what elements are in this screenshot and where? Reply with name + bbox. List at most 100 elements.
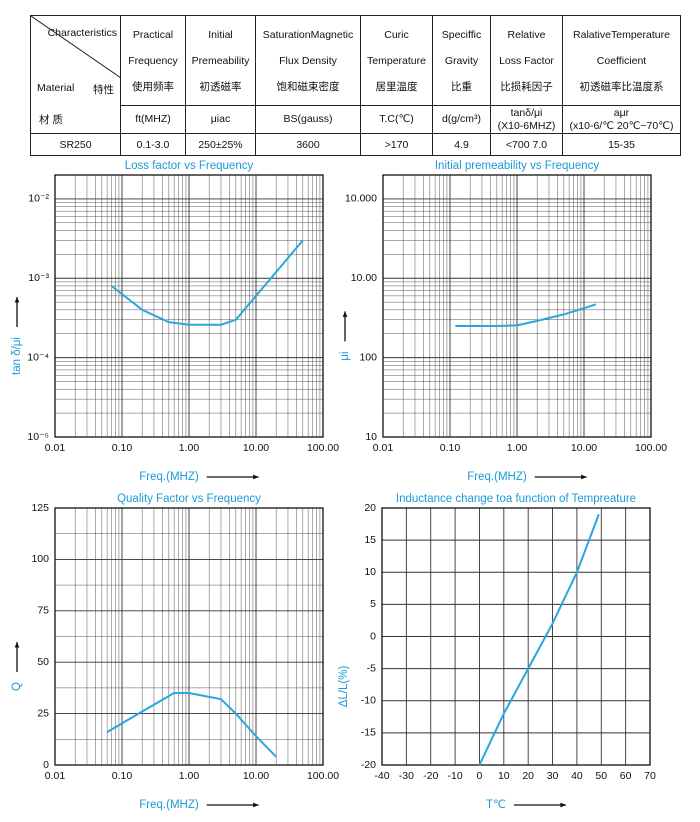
y-tick-label: 20: [364, 502, 376, 514]
header-cell: SaturationMagnetic Flux Density 饱和磁束密度: [255, 15, 361, 106]
y-tick-label: -15: [361, 727, 376, 739]
arrow-head: [253, 474, 259, 480]
header-text: Loss Factor: [499, 54, 554, 67]
arrow-head: [14, 297, 20, 303]
y-tick-label: 10⁻³: [28, 272, 49, 284]
y-axis-label: tan δ/μi: [11, 337, 23, 375]
unit-text: tanδ/μi: [510, 106, 543, 119]
x-tick-label: -40: [374, 770, 389, 782]
x-tick-label: 1.00: [507, 442, 528, 454]
diagonal: [31, 16, 121, 79]
header-text: Practical: [132, 28, 174, 41]
header-text: 使用频率: [132, 80, 174, 93]
chart-title: Initial premeability vs Frequency: [435, 160, 600, 172]
x-tick-label: 0: [477, 770, 483, 782]
x-tick-label: 0.10: [112, 442, 133, 454]
header-text: Gravity: [444, 54, 479, 67]
x-tick-label: 10: [498, 770, 510, 782]
y-axis-label: μi: [339, 351, 351, 360]
x-tick-label: 10.00: [243, 770, 269, 782]
x-tick-label: -10: [447, 770, 462, 782]
header-row: Characteristics Material 特性材 质 Practical Fre…: [30, 15, 681, 134]
x-tick-label: 0.10: [112, 770, 133, 782]
header-cell: RalativeTemperature Coefficient 初透磁率比温度系: [562, 15, 681, 106]
data-cell: <700 7.0: [490, 133, 563, 156]
corner-top: Characteristics: [47, 27, 117, 39]
y-tick-label: 10⁻⁵: [27, 431, 49, 443]
x-tick-label: 100.00: [635, 442, 667, 454]
x-axis-label: Freq.(MHZ): [139, 471, 199, 483]
header-text: SaturationMagnetic: [262, 28, 354, 41]
y-tick-label: 0: [370, 630, 376, 642]
x-tick-label: 70: [644, 770, 656, 782]
header-text: Curic: [384, 28, 409, 41]
arrow-head: [14, 642, 20, 648]
header-cell: Speciffic Gravity 比重: [432, 15, 491, 106]
x-axis-label: Freq.(MHZ): [467, 471, 527, 483]
header-text: Flux Density: [279, 54, 337, 67]
corner-bottom: 材 质: [39, 114, 63, 126]
plot-frame: [54, 507, 324, 766]
chart-title: Inductance change toa function of Tempre…: [396, 493, 636, 505]
header-text: 初透磁率比温度系: [579, 80, 664, 93]
chart-title: Loss factor vs Frequency: [125, 160, 254, 172]
header-text: Initial: [208, 28, 233, 41]
y-tick-label: 25: [37, 707, 49, 719]
y-tick-label: 0: [43, 759, 49, 771]
y-tick-label: 100: [359, 351, 377, 363]
y-tick-label: 10⁻⁴: [27, 351, 49, 363]
corner-feature: 特性: [93, 84, 114, 96]
x-tick-label: 1.00: [179, 770, 200, 782]
header-text: Premeability: [191, 54, 250, 67]
header-text: 饱和磁束密度: [276, 80, 340, 93]
y-tick-label: 50: [37, 656, 49, 668]
data-line: [110, 239, 304, 326]
header-text: 比重: [451, 80, 472, 93]
unit-text: aμr: [613, 106, 630, 119]
unit-text: d(g/cm³): [441, 113, 482, 125]
data-cell: 0.1-3.0: [120, 133, 186, 156]
x-axis-label: Freq.(MHZ): [139, 799, 199, 811]
data-row: SR250 0.1-3.0 250±25% 3600 >170 4.9 <700 7.0 15…: [30, 133, 681, 156]
spec-table: Characteristics Material 特性材 质 Practical Fre…: [30, 15, 681, 156]
unit-cell: ft(MHZ): [120, 105, 186, 134]
y-tick-label: -10: [361, 695, 376, 707]
y-tick-label: 75: [37, 605, 49, 617]
y-tick-label: 100: [31, 553, 49, 565]
x-tick-label: 0.01: [373, 442, 394, 454]
header-text: 初透磁率: [199, 80, 242, 93]
x-tick-label: 1.00: [179, 442, 200, 454]
y-tick-label: 125: [31, 502, 49, 514]
data-line: [478, 514, 600, 766]
unit-text: T.C(℃): [379, 113, 414, 125]
x-tick-label: 10.00: [571, 442, 597, 454]
header-text: 比损耗因子: [500, 80, 553, 93]
y-tick-label: -5: [367, 662, 376, 674]
x-axis-label: T℃: [486, 799, 506, 811]
x-tick-label: 50: [595, 770, 607, 782]
y-tick-label: 5: [370, 598, 376, 610]
x-tick-label: 40: [571, 770, 583, 782]
header-text: Coefficient: [596, 54, 647, 67]
x-tick-label: 0.01: [45, 770, 66, 782]
x-tick-label: 20: [522, 770, 534, 782]
unit-text: μiac: [210, 113, 231, 125]
diagonal-line: [31, 16, 121, 79]
x-tick-label: 100.00: [307, 442, 339, 454]
unit-text: ft(MHZ): [135, 113, 171, 125]
x-tick-label: 0.10: [440, 442, 461, 454]
header-text: Temperature: [367, 54, 426, 67]
unit-cell: d(g/cm³): [432, 105, 491, 134]
header-text: Frequency: [128, 54, 178, 67]
y-tick-label: -20: [361, 759, 376, 771]
unit-text: BS(gauss): [283, 113, 333, 125]
header-text: 居里温度: [375, 80, 418, 93]
y-tick-label: 10⁻²: [28, 193, 49, 205]
corner-material: Material: [37, 82, 75, 94]
data-line: [455, 303, 597, 327]
x-tick-label: 30: [547, 770, 559, 782]
y-tick-label: 10: [365, 431, 377, 443]
plot-frame: [54, 174, 324, 438]
